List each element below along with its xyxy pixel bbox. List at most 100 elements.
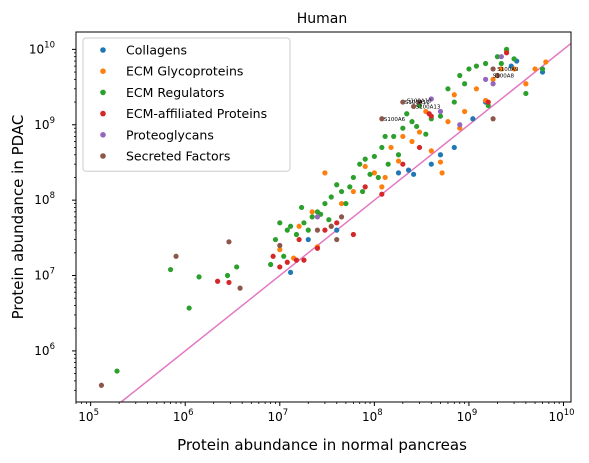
point-ecm-glycoproteins <box>498 66 504 72</box>
point-ecm-regulators <box>224 272 231 279</box>
point-secreted-factors <box>173 253 179 259</box>
point-secreted-factors <box>379 116 385 122</box>
identity-reference-line <box>119 42 571 402</box>
point-ecm-affiliated-proteins <box>379 191 385 197</box>
point-secreted-factors <box>98 382 105 388</box>
point-ecm-regulators <box>395 152 402 158</box>
point-collagens <box>287 269 294 276</box>
point-ecm-affiliated-proteins <box>503 50 510 56</box>
point-ecm-regulators <box>347 184 353 190</box>
data-points-layer <box>98 46 549 388</box>
point-ecm-regulators <box>482 60 489 67</box>
point-collagens <box>411 171 417 177</box>
point-ecm-glycoproteins <box>462 108 468 115</box>
point-ecm-affiliated-proteins <box>350 231 356 238</box>
point-ecm-regulators <box>423 131 429 137</box>
point-ecm-regulators <box>322 200 328 207</box>
y-tick-label: 109 <box>34 116 55 132</box>
legend-label: Proteoglycans <box>126 127 214 142</box>
point-collagens <box>451 144 457 151</box>
point-ecm-regulators <box>539 66 546 72</box>
legend-label: Collagens <box>126 43 187 58</box>
point-ecm-affiliated-proteins <box>215 278 221 284</box>
x-tick-label: 106 <box>173 408 194 424</box>
point-proteoglycans <box>498 54 504 60</box>
point-ecm-regulators <box>457 72 463 79</box>
reference-line-layer <box>119 42 571 402</box>
point-ecm-regulators <box>382 133 388 140</box>
point-ecm-affiliated-proteins <box>293 257 300 263</box>
point-ecm-glycoproteins <box>490 76 496 82</box>
point-ecm-regulators <box>385 161 391 167</box>
point-annotation: S100A8 <box>493 74 515 80</box>
legend-label: Secreted Factors <box>126 149 230 164</box>
point-secreted-factors <box>277 242 283 249</box>
point-ecm-regulators <box>371 153 377 160</box>
point-ecm-affiliated-proteins <box>416 144 423 151</box>
point-secreted-factors <box>334 236 340 243</box>
point-proteoglycans <box>482 76 489 82</box>
point-ecm-glycoproteins <box>371 170 377 176</box>
point-ecm-regulators <box>494 54 501 60</box>
y-axis-label: Protein abundance in PDAC <box>9 115 27 320</box>
point-ecm-regulators <box>445 86 451 92</box>
y-tick-label: 108 <box>34 191 55 207</box>
point-ecm-regulators <box>298 204 305 211</box>
x-tick-label: 107 <box>267 408 288 424</box>
point-annotation: S100A11 <box>405 100 430 106</box>
point-secreted-factors <box>226 239 232 245</box>
point-ecm-regulators <box>293 231 300 238</box>
point-ecm-glycoproteins <box>379 184 385 190</box>
point-ecm-affiliated-proteins <box>284 259 290 265</box>
point-ecm-regulators <box>284 227 290 233</box>
point-ecm-glycoproteins <box>277 247 283 253</box>
point-ecm-affiliated-proteins <box>485 99 491 105</box>
point-ecm-regulators <box>379 144 385 151</box>
point-secreted-factors <box>314 227 321 233</box>
point-secreted-factors <box>490 116 496 122</box>
point-ecm-affiliated-proteins <box>334 220 340 226</box>
legend-marker <box>100 110 106 117</box>
point-ecm-regulators <box>277 220 283 226</box>
y-axis: 106 107 108 109 1010 <box>29 40 76 391</box>
legend-label: ECM Regulators <box>126 85 224 100</box>
point-ecm-glycoproteins <box>532 66 538 72</box>
point-secreted-factors <box>400 99 406 105</box>
point-collagens <box>395 170 402 176</box>
point-annotation: S100A13 <box>416 104 441 110</box>
point-ecm-regulators <box>281 253 287 259</box>
point-secreted-factors <box>416 99 423 105</box>
point-ecm-glycoproteins <box>350 188 356 195</box>
point-ecm-glycoproteins <box>437 159 444 165</box>
point-ecm-glycoproteins <box>296 223 302 229</box>
point-ecm-affiliated-proteins <box>301 257 307 263</box>
point-ecm-regulators <box>375 174 381 181</box>
point-ecm-regulators <box>451 99 457 105</box>
point-ecm-glycoproteins <box>395 158 402 164</box>
point-secreted-factors <box>411 103 417 110</box>
point-secreted-factors <box>494 72 501 79</box>
point-ecm-regulators <box>466 66 472 72</box>
legend-box <box>82 37 291 172</box>
point-ecm-regulators <box>326 217 332 223</box>
point-proteoglycans <box>437 108 444 115</box>
point-ecm-glycoproteins <box>388 144 394 151</box>
point-ecm-affiliated-proteins <box>362 184 368 190</box>
point-ecm-glycoproteins <box>362 163 368 170</box>
y-tick-label: 107 <box>34 267 55 283</box>
point-ecm-regulators <box>473 63 480 69</box>
point-secreted-factors <box>490 66 496 72</box>
point-ecm-regulators <box>362 156 368 162</box>
point-ecm-glycoproteins <box>309 209 315 215</box>
point-ecm-affiliated-proteins <box>428 113 434 119</box>
x-tick-label: 109 <box>457 408 478 424</box>
point-ecm-regulators <box>309 214 315 220</box>
point-ecm-glycoproteins <box>428 148 434 154</box>
point-proteoglycans <box>314 214 321 220</box>
y-tick-label: 106 <box>34 342 55 358</box>
point-secreted-factors <box>328 223 334 229</box>
point-ecm-glycoproteins <box>451 92 457 98</box>
legend-marker <box>100 153 106 159</box>
point-ecm-glycoproteins <box>543 59 549 65</box>
point-ecm-regulators <box>328 194 334 200</box>
